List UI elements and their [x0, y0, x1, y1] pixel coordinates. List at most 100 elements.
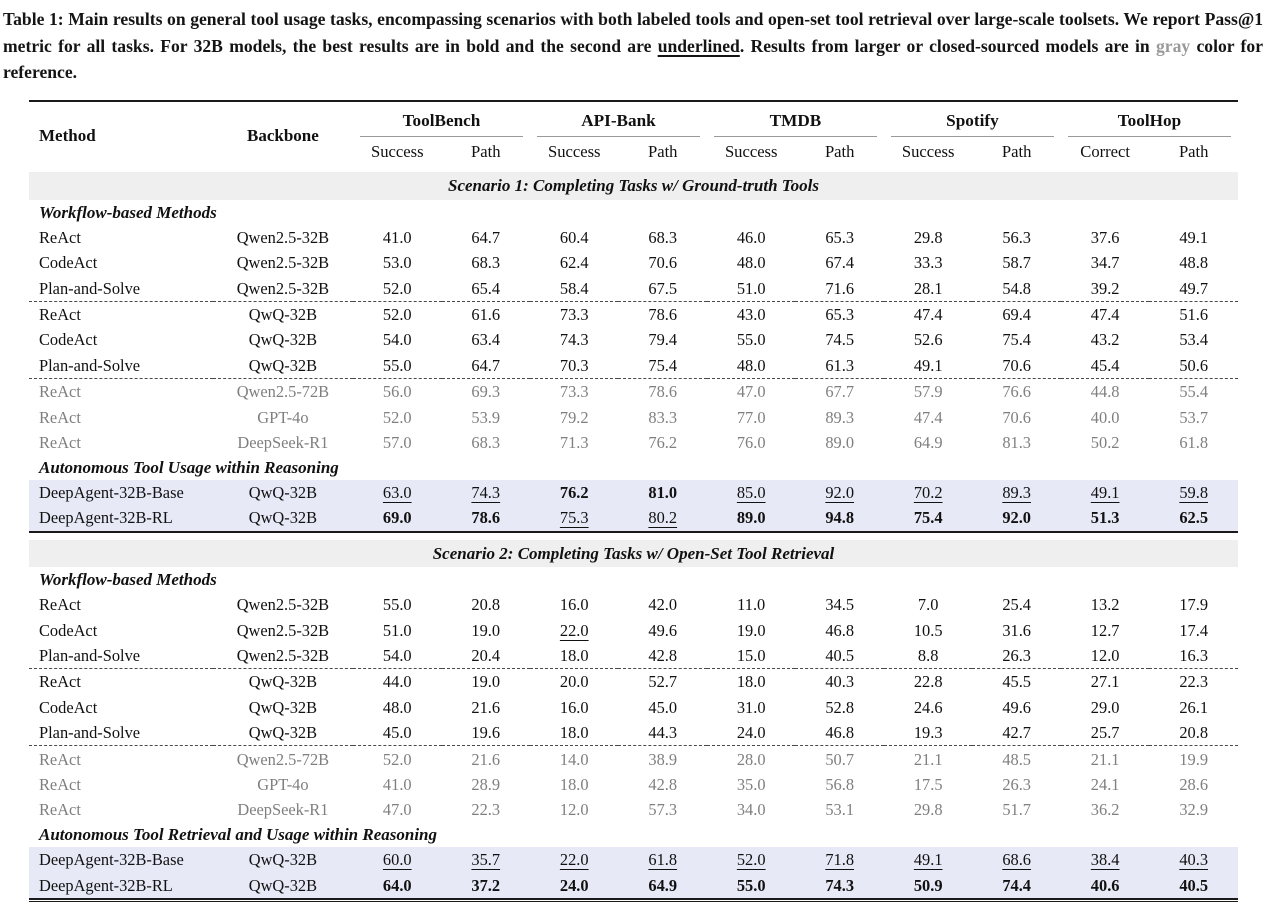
subheader-correct: Correct [1060, 137, 1150, 172]
value-cell: 54.8 [1002, 278, 1031, 298]
value-cell: 51.6 [1149, 300, 1238, 328]
value-cell: 46.8 [825, 620, 855, 640]
value-cell: 21.1 [883, 745, 973, 772]
value-cell: 52.7 [618, 668, 707, 695]
value-cell: 85.0 [706, 479, 796, 506]
value-cell: 24.1 [1090, 774, 1120, 794]
value-cell: 36.2 [1090, 800, 1120, 820]
table-body: Scenario 1: Completing Tasks w/ Ground-t… [29, 169, 1238, 898]
table-row: ReAct Qwen2.5-72B 56.0 69.3 73.3 78.6 47.0 67.7… [29, 377, 1238, 405]
value-cell: 68.3 [471, 432, 501, 452]
method-cell: DeepAgent-32B-RL [29, 872, 213, 898]
value-cell: 79.4 [648, 330, 678, 350]
value-cell: 48.0 [736, 355, 766, 375]
value-cell: 54.0 [382, 646, 412, 666]
value-cell: 49.6 [648, 620, 678, 640]
method-cell: DeepAgent-32B-RL [29, 505, 213, 532]
value-cell: 49.1 [1179, 227, 1209, 247]
table-row: ReAct GPT-4o 41.0 28.9 18.0 42.8 35.0 56.8 17.5 2… [29, 772, 1238, 797]
value-cell: 26.3 [1002, 774, 1031, 794]
value-cell: 42.8 [648, 774, 678, 794]
value-cell: 46.8 [825, 723, 855, 743]
value-cell: 53.7 [1179, 407, 1209, 427]
value-cell: 74.3 [441, 479, 530, 506]
group-label: ToolBench [360, 111, 523, 138]
value-cell: 56.3 [1002, 227, 1031, 247]
results-table-wrapper: Method Backbone ToolBench API-Bank TMDB … [29, 100, 1238, 902]
value-cell: 69.0 [353, 505, 442, 532]
value-cell: 47.0 [706, 377, 796, 405]
scenario-title: Scenario 2: Completing Tasks w/ Open-Set… [29, 539, 1238, 568]
method-cell: CodeAct [39, 620, 98, 640]
value-cell: 92.0 [795, 479, 884, 506]
table-row: CodeAct QwQ-32B 48.0 21.6 16.0 45.0 31.0 52.8 24… [29, 695, 1238, 720]
value-cell: 40.5 [825, 646, 855, 666]
method-cell: DeepAgent-32B-Base [29, 479, 213, 506]
value-cell: 16.0 [559, 697, 589, 717]
value-cell: 61.8 [618, 847, 707, 873]
backbone-cell: QwQ-32B [212, 668, 354, 695]
group-label: Spotify [890, 111, 1054, 138]
method-cell: ReAct [29, 300, 213, 328]
value-cell: 67.4 [825, 253, 855, 273]
value-cell: 70.2 [883, 479, 973, 506]
table-row: ReAct DeepSeek-R1 47.0 22.3 12.0 57.3 34.0 53.1… [29, 797, 1238, 822]
group-header-spotify: Spotify [884, 101, 1061, 138]
method-cell: ReAct [39, 595, 81, 615]
value-cell: 64.7 [471, 227, 501, 247]
value-cell: 20.0 [530, 668, 619, 695]
section-label: Workflow-based Methods [39, 202, 217, 222]
value-cell: 42.0 [648, 595, 678, 615]
value-cell: 28.0 [706, 745, 796, 772]
value-cell: 51.0 [736, 278, 766, 298]
value-cell: 52.0 [706, 847, 796, 873]
value-cell: 10.5 [913, 620, 943, 640]
value-cell: 32.9 [1179, 800, 1209, 820]
backbone-cell: QwQ-32B [212, 479, 354, 506]
value-cell: 50.9 [883, 872, 973, 898]
value-cell: 74.5 [825, 330, 855, 350]
value-cell: 51.7 [1002, 800, 1031, 820]
value-cell: 83.3 [648, 407, 678, 427]
value-cell: 73.3 [530, 377, 619, 405]
value-cell: 19.3 [913, 723, 943, 743]
caption-text: color for reference. [3, 35, 1264, 83]
value-cell: 89.3 [972, 479, 1061, 506]
value-cell: 78.6 [441, 505, 530, 532]
value-cell: 49.1 [883, 847, 973, 873]
table-row: ReAct DeepSeek-R1 57.0 68.3 71.3 76.2 76.0 89.0… [29, 430, 1238, 455]
backbone-cell: QwQ-32B [248, 330, 318, 350]
backbone-cell: Qwen2.5-32B [236, 253, 330, 273]
value-cell: 19.0 [736, 620, 766, 640]
value-cell: 20.8 [1179, 723, 1209, 743]
value-cell: 45.0 [382, 723, 412, 743]
value-cell: 38.9 [618, 745, 707, 772]
value-cell: 74.3 [795, 872, 884, 898]
value-cell: 94.8 [795, 505, 884, 532]
value-cell: 55.0 [706, 872, 796, 898]
table-caption: Table 1: Main results on general tool us… [0, 6, 1267, 86]
value-cell: 70.6 [648, 253, 678, 273]
value-cell: 40.0 [1090, 407, 1120, 427]
value-cell: 34.7 [1090, 253, 1120, 273]
value-cell: 71.6 [825, 278, 855, 298]
method-cell: ReAct [29, 668, 213, 695]
value-cell: 65.4 [471, 278, 501, 298]
value-cell: 63.4 [471, 330, 501, 350]
method-cell: DeepAgent-32B-Base [29, 847, 213, 873]
value-cell: 44.8 [1060, 377, 1150, 405]
value-cell: 57.3 [648, 800, 678, 820]
value-cell: 52.0 [382, 278, 412, 298]
section-label-row: Autonomous Tool Retrieval and Usage with… [29, 822, 1238, 847]
value-cell: 16.0 [559, 595, 589, 615]
value-cell: 53.9 [471, 407, 501, 427]
scenario-divider-rule [29, 530, 1238, 540]
value-cell: 67.5 [648, 278, 678, 298]
value-cell: 53.4 [1179, 330, 1209, 350]
value-cell: 52.0 [353, 745, 442, 772]
value-cell: 89.0 [706, 505, 796, 532]
table-row: CodeAct Qwen2.5-32B 51.0 19.0 22.0 49.6 19.0 46… [29, 617, 1238, 642]
table-row: ReAct Qwen2.5-32B 41.0 64.7 60.4 68.3 46.0 65.3… [29, 225, 1238, 250]
table-row: ReAct Qwen2.5-72B 52.0 21.6 14.0 38.9 28.0 50.7… [29, 745, 1238, 772]
value-cell: 14.0 [530, 745, 619, 772]
